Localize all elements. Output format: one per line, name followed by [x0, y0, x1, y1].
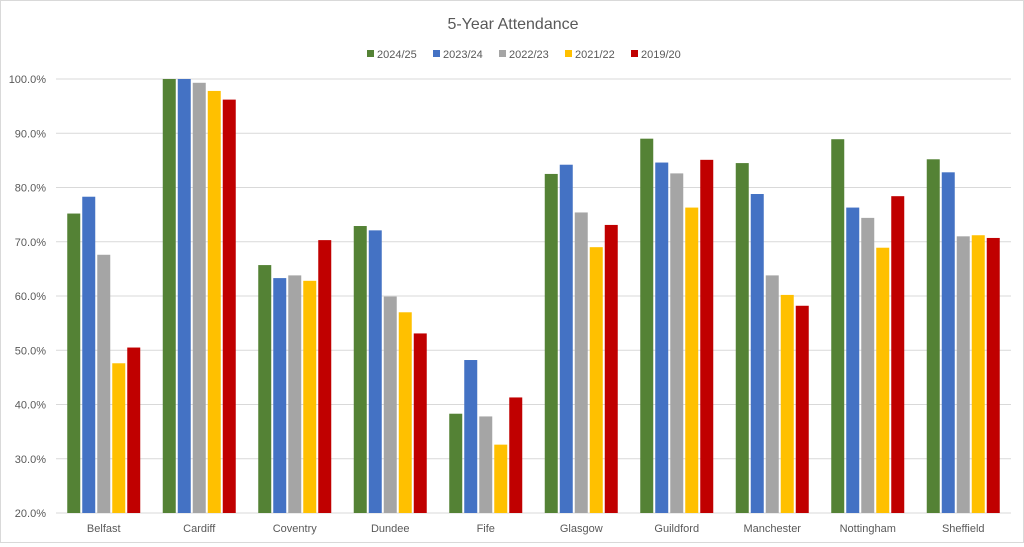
- y-tick-label: 20.0%: [15, 508, 46, 520]
- bar-guildford-2021-22: [685, 207, 699, 513]
- x-tick-label: Dundee: [371, 523, 410, 535]
- x-axis-labels: Belfast Cardiff Coventry Dundee Fife Glasgow G…: [87, 523, 985, 535]
- bar-coventry-2022-23: [288, 275, 302, 513]
- legend-label: 2022/23: [509, 49, 549, 61]
- bar-cardiff-2021-22: [207, 90, 221, 513]
- y-tick-label: 50.0%: [15, 345, 46, 357]
- x-tick-label: Nottingham: [840, 523, 896, 535]
- bar-nottingham-2023-24: [846, 207, 860, 513]
- bar-belfast-2019-20: [127, 347, 141, 513]
- bar-dundee-2024-25: [353, 226, 367, 513]
- bar-manchester-2019-20: [795, 305, 809, 513]
- y-tick-label: 80.0%: [15, 183, 46, 195]
- bar-guildford-2022-23: [670, 173, 684, 513]
- bar-nottingham-2021-22: [876, 247, 890, 513]
- y-tick-label: 70.0%: [15, 237, 46, 249]
- bar-guildford-2023-24: [655, 162, 669, 514]
- bar-cardiff-2023-24: [177, 79, 191, 513]
- bar-guildford-2019-20: [700, 159, 714, 513]
- x-tick-label: Guildford: [654, 523, 699, 535]
- y-tick-label: 90.0%: [15, 128, 46, 140]
- legend-label: 2023/24: [443, 49, 483, 61]
- bar-guildford-2024-25: [640, 138, 654, 514]
- bar-manchester-2022-23: [765, 275, 779, 513]
- bar-glasgow-2024-25: [544, 173, 558, 513]
- x-tick-label: Fife: [477, 523, 495, 535]
- bar-dundee-2022-23: [383, 296, 397, 513]
- bar-sheffield-2022-23: [956, 236, 970, 513]
- bar-nottingham-2024-25: [831, 139, 845, 513]
- x-tick-label: Cardiff: [183, 523, 216, 535]
- bar-fife-2019-20: [509, 397, 523, 513]
- bar-cardiff-2022-23: [192, 82, 206, 514]
- bar-coventry-2024-25: [258, 265, 272, 513]
- x-tick-label: Sheffield: [942, 523, 985, 535]
- bar-fife-2023-24: [464, 360, 478, 513]
- legend-swatch: [433, 50, 440, 57]
- chart-title: 5-Year Attendance: [447, 16, 578, 33]
- bar-nottingham-2022-23: [861, 217, 875, 513]
- legend-swatch: [499, 50, 506, 57]
- bar-belfast-2023-24: [82, 196, 96, 513]
- legend: 2024/25 2023/24 2022/23 2021/22 2019/20: [367, 49, 681, 61]
- bar-cardiff-2024-25: [162, 79, 176, 513]
- bar-manchester-2021-22: [780, 294, 794, 513]
- y-tick-label: 60.0%: [15, 291, 46, 303]
- bar-fife-2024-25: [449, 413, 463, 513]
- bar-sheffield-2019-20: [986, 237, 1000, 513]
- bar-belfast-2024-25: [67, 213, 81, 514]
- y-tick-label: 30.0%: [15, 454, 46, 466]
- bar-glasgow-2022-23: [574, 212, 588, 513]
- bar-fife-2021-22: [494, 444, 508, 513]
- x-tick-label: Manchester: [744, 523, 802, 535]
- y-tick-label: 40.0%: [15, 400, 46, 412]
- bar-coventry-2023-24: [273, 278, 287, 513]
- bar-belfast-2022-23: [97, 254, 111, 513]
- legend-swatch: [565, 50, 572, 57]
- bar-dundee-2023-24: [368, 230, 382, 514]
- x-tick-label: Coventry: [273, 523, 318, 535]
- bar-sheffield-2024-25: [926, 159, 940, 514]
- y-tick-label: 100.0%: [9, 74, 47, 86]
- bar-dundee-2019-20: [413, 333, 427, 513]
- x-tick-label: Belfast: [87, 523, 121, 535]
- bar-belfast-2021-22: [112, 363, 126, 513]
- legend-label: 2019/20: [641, 49, 681, 61]
- bar-sheffield-2021-22: [971, 235, 985, 514]
- legend-swatch: [367, 50, 374, 57]
- legend-label: 2021/22: [575, 49, 615, 61]
- bar-glasgow-2021-22: [589, 247, 603, 514]
- bar-fife-2022-23: [479, 416, 493, 513]
- bar-nottingham-2019-20: [891, 196, 905, 513]
- bar-glasgow-2023-24: [559, 164, 573, 513]
- bar-coventry-2021-22: [303, 280, 317, 513]
- bar-glasgow-2019-20: [604, 224, 618, 513]
- bar-manchester-2024-25: [735, 163, 749, 513]
- bar-cardiff-2019-20: [222, 99, 236, 514]
- legend-swatch: [631, 50, 638, 57]
- x-tick-label: Glasgow: [560, 523, 603, 535]
- legend-label: 2024/25: [377, 49, 417, 61]
- bar-manchester-2023-24: [750, 194, 764, 513]
- bars: [67, 79, 1000, 514]
- bar-sheffield-2023-24: [941, 172, 955, 513]
- bar-dundee-2021-22: [398, 312, 412, 513]
- bar-coventry-2019-20: [318, 240, 332, 513]
